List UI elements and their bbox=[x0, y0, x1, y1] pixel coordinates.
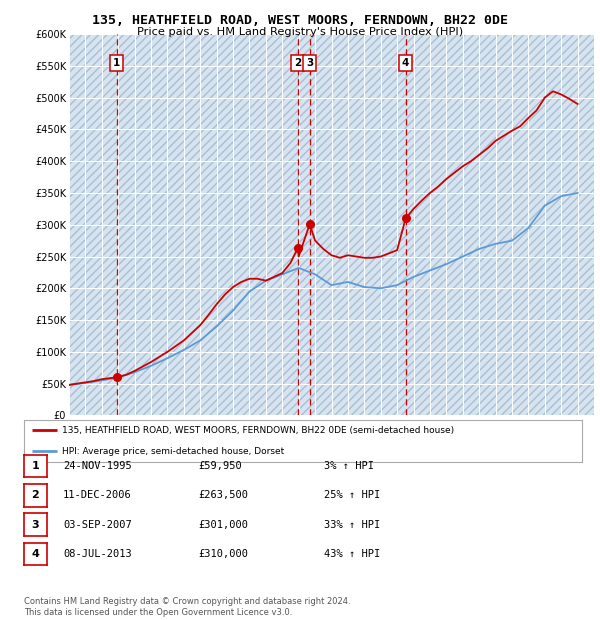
Text: 43% ↑ HPI: 43% ↑ HPI bbox=[324, 549, 380, 559]
Text: £301,000: £301,000 bbox=[198, 520, 248, 529]
Text: Price paid vs. HM Land Registry's House Price Index (HPI): Price paid vs. HM Land Registry's House … bbox=[137, 27, 463, 37]
Text: 03-SEP-2007: 03-SEP-2007 bbox=[63, 520, 132, 529]
Text: £310,000: £310,000 bbox=[198, 549, 248, 559]
Text: 2: 2 bbox=[294, 58, 301, 68]
Text: Contains HM Land Registry data © Crown copyright and database right 2024.
This d: Contains HM Land Registry data © Crown c… bbox=[24, 598, 350, 617]
Text: 4: 4 bbox=[402, 58, 409, 68]
Text: 25% ↑ HPI: 25% ↑ HPI bbox=[324, 490, 380, 500]
Text: 08-JUL-2013: 08-JUL-2013 bbox=[63, 549, 132, 559]
Text: 33% ↑ HPI: 33% ↑ HPI bbox=[324, 520, 380, 529]
Text: 2: 2 bbox=[32, 490, 39, 500]
Text: HPI: Average price, semi-detached house, Dorset: HPI: Average price, semi-detached house,… bbox=[62, 447, 284, 456]
Text: 1: 1 bbox=[32, 461, 39, 471]
Text: 4: 4 bbox=[31, 549, 40, 559]
Text: 1: 1 bbox=[113, 58, 120, 68]
Text: 135, HEATHFIELD ROAD, WEST MOORS, FERNDOWN, BH22 0DE: 135, HEATHFIELD ROAD, WEST MOORS, FERNDO… bbox=[92, 14, 508, 27]
Text: 3: 3 bbox=[306, 58, 313, 68]
Text: 11-DEC-2006: 11-DEC-2006 bbox=[63, 490, 132, 500]
Text: 3% ↑ HPI: 3% ↑ HPI bbox=[324, 461, 374, 471]
Text: 24-NOV-1995: 24-NOV-1995 bbox=[63, 461, 132, 471]
Text: 3: 3 bbox=[32, 520, 39, 529]
Text: £59,950: £59,950 bbox=[198, 461, 242, 471]
Text: 135, HEATHFIELD ROAD, WEST MOORS, FERNDOWN, BH22 0DE (semi-detached house): 135, HEATHFIELD ROAD, WEST MOORS, FERNDO… bbox=[62, 426, 454, 435]
Text: £263,500: £263,500 bbox=[198, 490, 248, 500]
